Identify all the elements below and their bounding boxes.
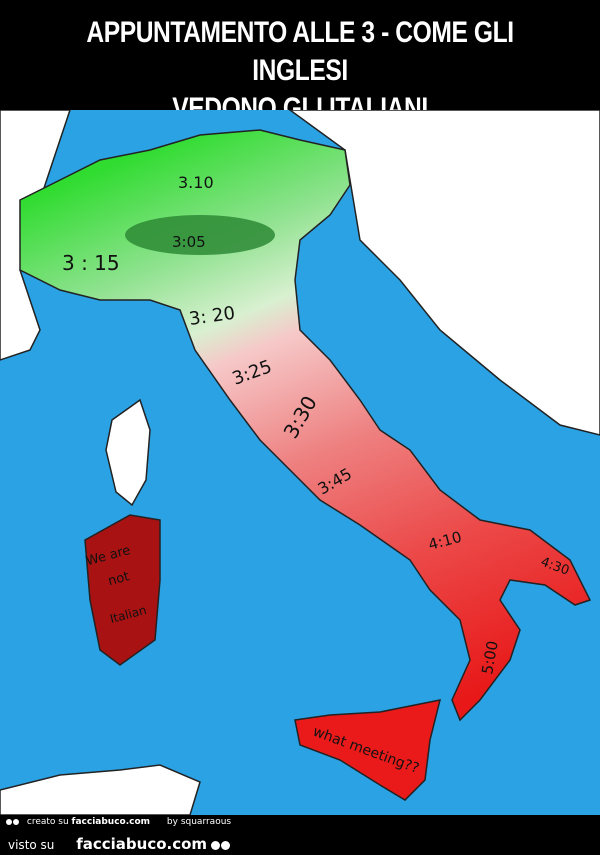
seen-line: visto su facciabuco.com xyxy=(8,835,235,853)
label-sardinia-2: not xyxy=(107,569,131,589)
italy-map: 3.10 3:05 3 : 15 3: 20 3:25 3:30 3:45 4:… xyxy=(0,110,600,815)
seen-site[interactable]: facciabuco.com xyxy=(76,835,208,853)
created-site[interactable]: facciabuco.com xyxy=(71,817,151,827)
author: by squarraous xyxy=(166,817,232,827)
facciabuco-logo-icon xyxy=(210,838,231,852)
africa-land xyxy=(0,764,201,815)
italy-mainland xyxy=(19,129,592,722)
corsica xyxy=(105,398,151,507)
lombardy-dark-zone xyxy=(125,215,275,255)
balkans-land xyxy=(288,110,600,436)
sicily xyxy=(294,699,442,801)
header: APPUNTAMENTO ALLE 3 - COME GLI INGLESI V… xyxy=(0,0,600,125)
label-calabria: 5:00 xyxy=(478,639,502,675)
facciabuco-eyes-icon xyxy=(6,817,20,827)
label-lombardy: 3:05 xyxy=(172,233,206,251)
title-line-1: APPUNTAMENTO ALLE 3 - COME GLI INGLESI xyxy=(86,16,514,87)
france-land xyxy=(0,110,71,361)
label-piedmont: 3 : 15 xyxy=(62,251,120,275)
label-alps: 3.10 xyxy=(178,173,214,192)
footer: creato su facciabuco.com by squarraous v… xyxy=(0,815,600,855)
seen-prefix: visto su xyxy=(8,838,55,852)
credit-line: creato su facciabuco.com by squarraous xyxy=(6,817,231,827)
created-prefix: creato su xyxy=(26,817,69,827)
sardinia xyxy=(84,514,161,666)
